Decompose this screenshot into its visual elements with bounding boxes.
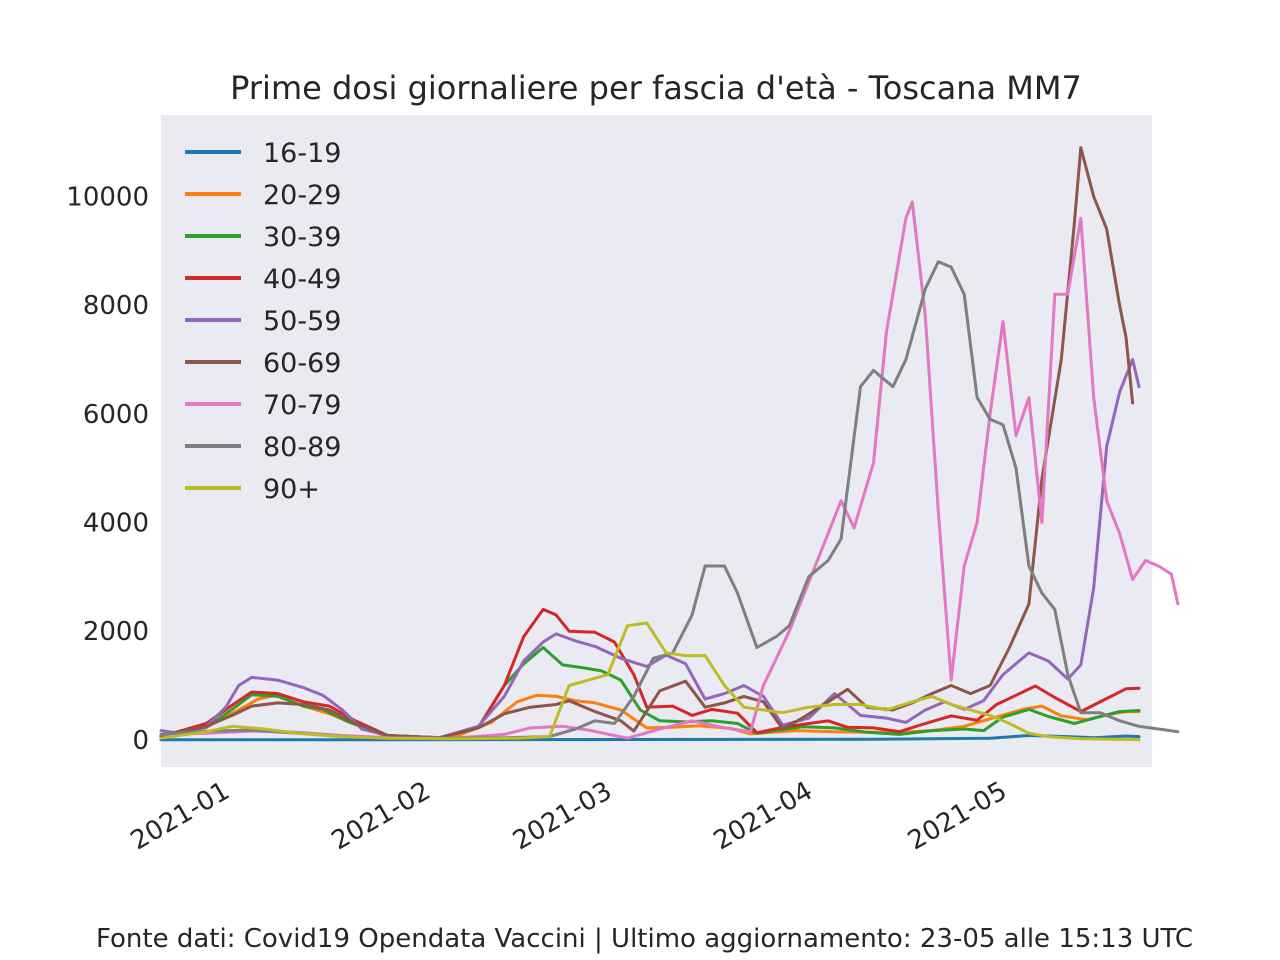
legend-label-60-69: 60-69 bbox=[263, 348, 341, 379]
chart-title: Prime dosi giornaliere per fascia d'età … bbox=[230, 69, 1082, 107]
legend: 16-19 20-29 30-39 40-49 50-59 60-69 70-79 80-89… bbox=[185, 138, 341, 505]
legend-label-30-39: 30-39 bbox=[263, 222, 341, 253]
y-tick-label: 2000 bbox=[83, 617, 149, 647]
series-line-16-19 bbox=[159, 734, 1141, 742]
series-line-90+ bbox=[159, 621, 1141, 742]
y-tick-label: 8000 bbox=[83, 291, 149, 321]
legend-label-16-19: 16-19 bbox=[263, 138, 341, 169]
y-tick-label: 4000 bbox=[83, 509, 149, 539]
series-line-50-59 bbox=[159, 358, 1141, 740]
x-tick-label: 2021-01 bbox=[126, 776, 235, 856]
legend-label-20-29: 20-29 bbox=[263, 180, 341, 211]
series-line-70-79 bbox=[159, 200, 1180, 740]
x-tick-label: 2021-04 bbox=[709, 776, 818, 856]
source-footer: Fonte dati: Covid19 Opendata Vaccini | U… bbox=[96, 924, 1194, 954]
y-tick-label: 6000 bbox=[83, 400, 149, 430]
series-lines bbox=[159, 146, 1180, 742]
legend-label-70-79: 70-79 bbox=[263, 390, 341, 421]
x-tick-label: 2021-05 bbox=[903, 776, 1012, 856]
y-tick-label: 10000 bbox=[66, 183, 149, 213]
legend-label-50-59: 50-59 bbox=[263, 306, 341, 337]
legend-label-40-49: 40-49 bbox=[263, 264, 341, 295]
legend-label-90+: 90+ bbox=[263, 474, 320, 505]
y-tick-label: 0 bbox=[132, 726, 149, 756]
y-axis: 0 2000 4000 6000 8000 10000 bbox=[66, 183, 149, 756]
x-tick-label: 2021-03 bbox=[508, 776, 617, 856]
x-axis: 2021-01 2021-02 2021-03 2021-04 2021-05 bbox=[126, 776, 1012, 856]
legend-label-80-89: 80-89 bbox=[263, 432, 341, 463]
x-tick-label: 2021-02 bbox=[327, 776, 436, 856]
series-line-60-69 bbox=[159, 146, 1135, 740]
